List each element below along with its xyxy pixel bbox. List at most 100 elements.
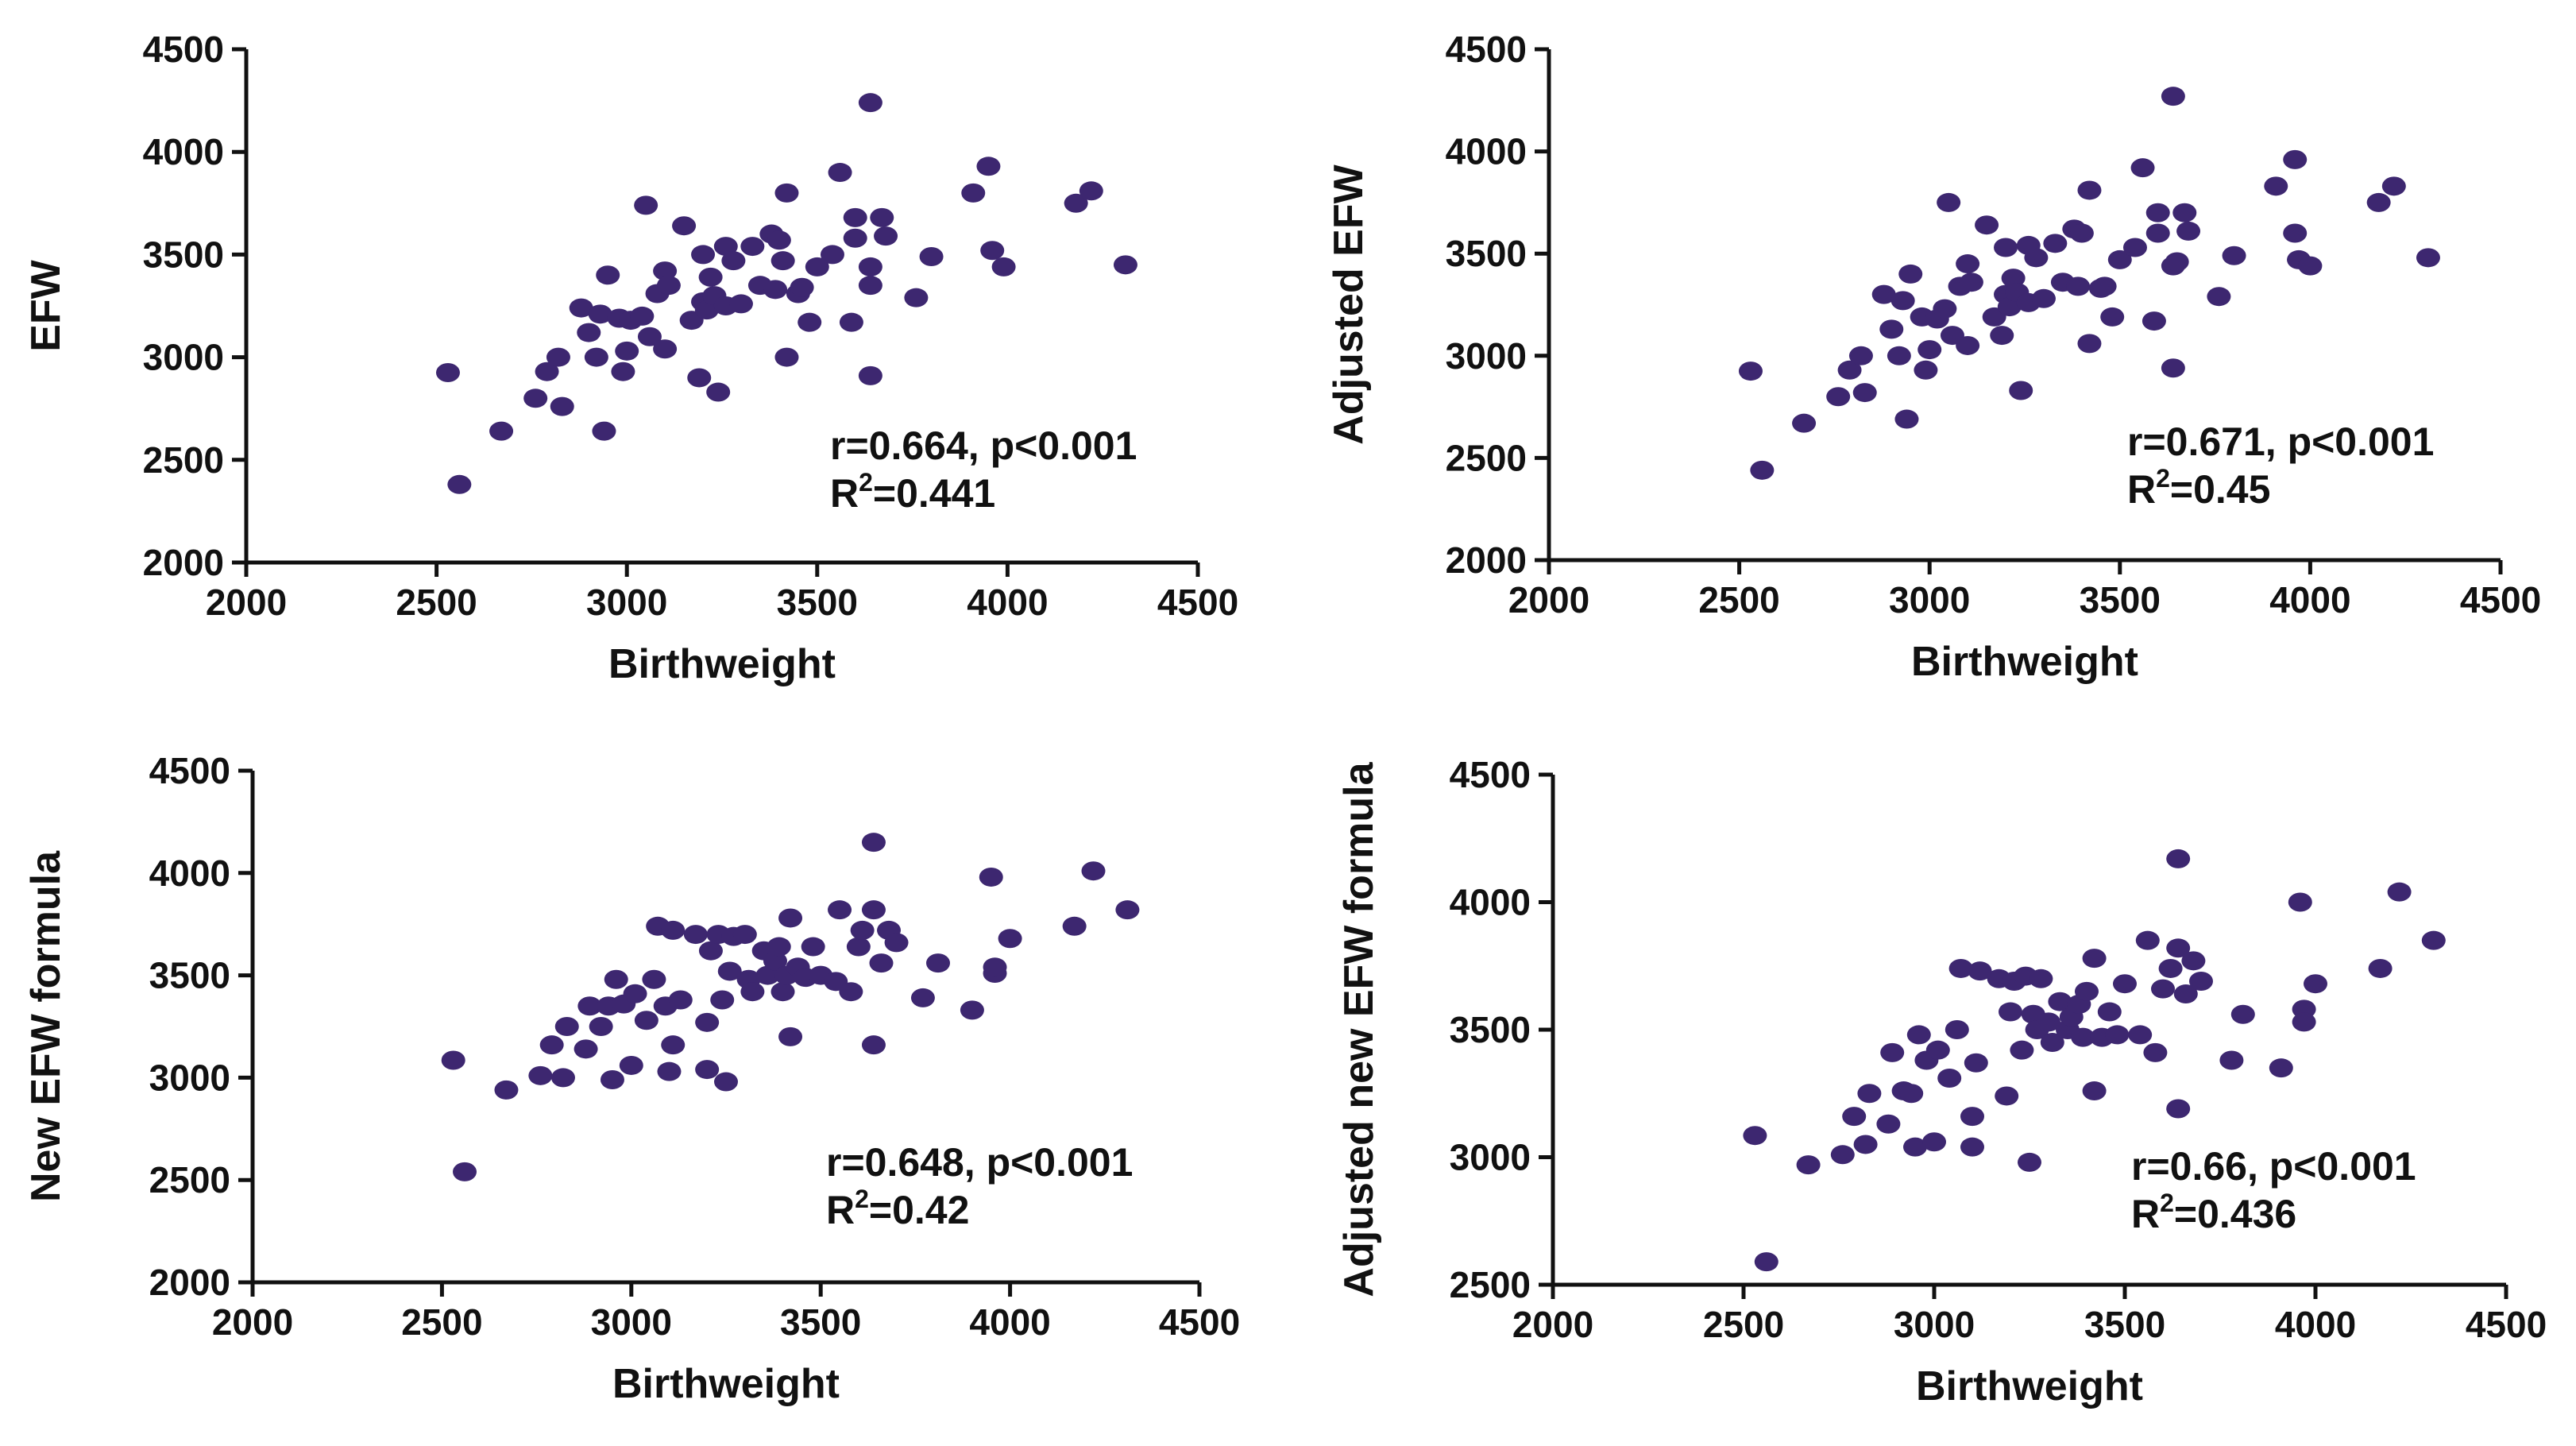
data-point: [869, 953, 894, 973]
data-point: [661, 1035, 686, 1055]
data-point: [2416, 248, 2440, 268]
data-point: [2207, 287, 2231, 307]
data-point: [691, 245, 716, 265]
x-tick-label: 3500: [780, 1301, 861, 1343]
data-point: [1115, 900, 1140, 920]
x-tick-label: 2500: [1698, 579, 1779, 621]
y-axis-title: New EFW formula: [23, 850, 69, 1202]
data-point: [2130, 158, 2155, 178]
data-point: [790, 277, 814, 297]
data-point: [2142, 311, 2166, 331]
data-point: [839, 982, 863, 1002]
data-point: [1837, 360, 1862, 380]
data-point: [1792, 413, 1817, 433]
r-squared-annotation: R2=0.436: [2131, 1189, 2296, 1236]
data-point: [630, 306, 655, 326]
data-point: [998, 929, 1022, 949]
data-point: [683, 925, 708, 945]
y-tick-label: 3000: [1446, 335, 1527, 377]
data-point: [1960, 1137, 1984, 1157]
data-point: [770, 982, 795, 1002]
data-point: [2387, 882, 2412, 902]
y-tick-label: 4000: [1450, 882, 1531, 923]
data-point: [634, 195, 658, 215]
data-point: [2077, 334, 2102, 354]
data-point: [523, 389, 548, 408]
data-point: [653, 261, 678, 281]
data-point: [774, 183, 799, 203]
data-point: [919, 246, 944, 266]
data-point: [1956, 335, 1980, 355]
data-point: [569, 298, 593, 318]
data-point: [2304, 974, 2327, 994]
x-tick-label: 2000: [212, 1301, 293, 1343]
data-point: [2082, 949, 2107, 969]
data-point: [574, 1039, 598, 1059]
data-point: [1960, 1107, 1984, 1127]
data-point: [778, 1027, 803, 1046]
data-point: [2071, 1027, 2095, 1047]
data-point: [991, 257, 1016, 276]
data-point: [577, 323, 601, 342]
x-tick-label: 2500: [396, 582, 477, 623]
data-point: [1750, 460, 1775, 480]
data-point: [2037, 1012, 2060, 1032]
data-point: [1738, 362, 1763, 381]
data-point: [589, 1017, 613, 1036]
data-point: [447, 474, 472, 494]
data-point: [588, 304, 612, 324]
data-point: [1994, 238, 2018, 257]
data-point: [843, 228, 867, 248]
data-point: [2143, 1042, 2168, 1062]
data-point: [874, 226, 898, 246]
data-point: [623, 984, 647, 1003]
x-tick-label: 4000: [967, 582, 1048, 623]
y-tick-label: 3000: [1450, 1137, 1531, 1178]
panel-3: 2000 2500 3000 3500 4000 4500 2000 2500 3000 3500…: [23, 750, 1240, 1407]
data-point: [1852, 383, 1877, 403]
data-point: [2166, 938, 2191, 958]
data-point: [695, 1012, 720, 1032]
data-point: [721, 251, 746, 271]
data-point: [656, 276, 681, 296]
x-tick-label: 4500: [2466, 1304, 2547, 1345]
y-tick-label: 2500: [1450, 1264, 1531, 1305]
data-point: [2043, 234, 2068, 253]
data-point: [850, 920, 875, 940]
data-point: [1990, 326, 2014, 346]
x-tick-label: 3000: [1894, 1304, 1975, 1345]
y-tick-label: 4500: [1446, 29, 1527, 70]
data-point: [687, 368, 712, 388]
data-point: [2189, 972, 2213, 992]
data-point: [732, 925, 757, 945]
data-point: [2031, 288, 2056, 308]
data-point: [884, 933, 909, 953]
data-point: [1830, 1145, 1855, 1165]
data-point: [2165, 252, 2189, 272]
x-axis-title: Birthweight: [612, 1361, 840, 1407]
data-point: [539, 1035, 564, 1055]
data-point: [2107, 249, 2132, 269]
data-point: [1857, 1084, 1882, 1104]
data-point: [858, 93, 882, 113]
data-point: [2219, 1050, 2244, 1070]
data-point: [713, 237, 738, 257]
data-point: [1876, 1114, 1901, 1134]
data-point: [2288, 892, 2312, 912]
data-point: [1062, 916, 1087, 936]
y-tick-label: 4500: [1450, 754, 1531, 795]
y-tick-label: 4000: [149, 853, 230, 894]
data-point: [717, 961, 742, 981]
data-point: [1848, 346, 1873, 365]
data-point: [2145, 203, 2170, 222]
x-tick-label: 4500: [1157, 582, 1238, 623]
data-point: [1754, 1252, 1778, 1272]
data-point: [546, 347, 570, 367]
data-point: [910, 988, 935, 1007]
data-point: [2166, 849, 2191, 868]
data-point: [980, 241, 1005, 261]
data-point: [1826, 387, 1851, 407]
data-point: [843, 207, 867, 227]
data-point: [435, 362, 460, 382]
